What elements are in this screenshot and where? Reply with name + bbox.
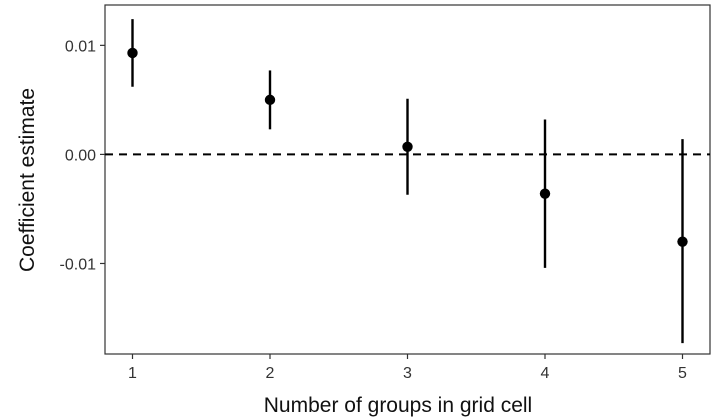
estimate-point: [402, 141, 413, 152]
x-tick-label: 5: [678, 365, 687, 382]
y-tick-label: 0.01: [65, 38, 96, 55]
estimate-point: [127, 47, 138, 59]
y-axis-title: Coefficient estimate: [16, 88, 39, 272]
x-tick-label: 2: [266, 365, 275, 382]
y-tick-label: 0.00: [65, 147, 96, 164]
y-tick-label: -0.01: [60, 256, 97, 273]
estimate-point: [539, 188, 551, 199]
estimate-point: [677, 236, 688, 247]
x-axis-title: Number of groups in grid cell: [264, 394, 532, 417]
data-layer: [127, 19, 688, 344]
x-tick-label: 1: [128, 365, 137, 382]
tick-layer: 1 2 3 4 5 0.01 0.00 -0.01: [60, 38, 688, 382]
x-tick-label: 4: [541, 365, 550, 382]
estimate-point: [264, 94, 276, 106]
x-tick-label: 3: [403, 365, 412, 382]
